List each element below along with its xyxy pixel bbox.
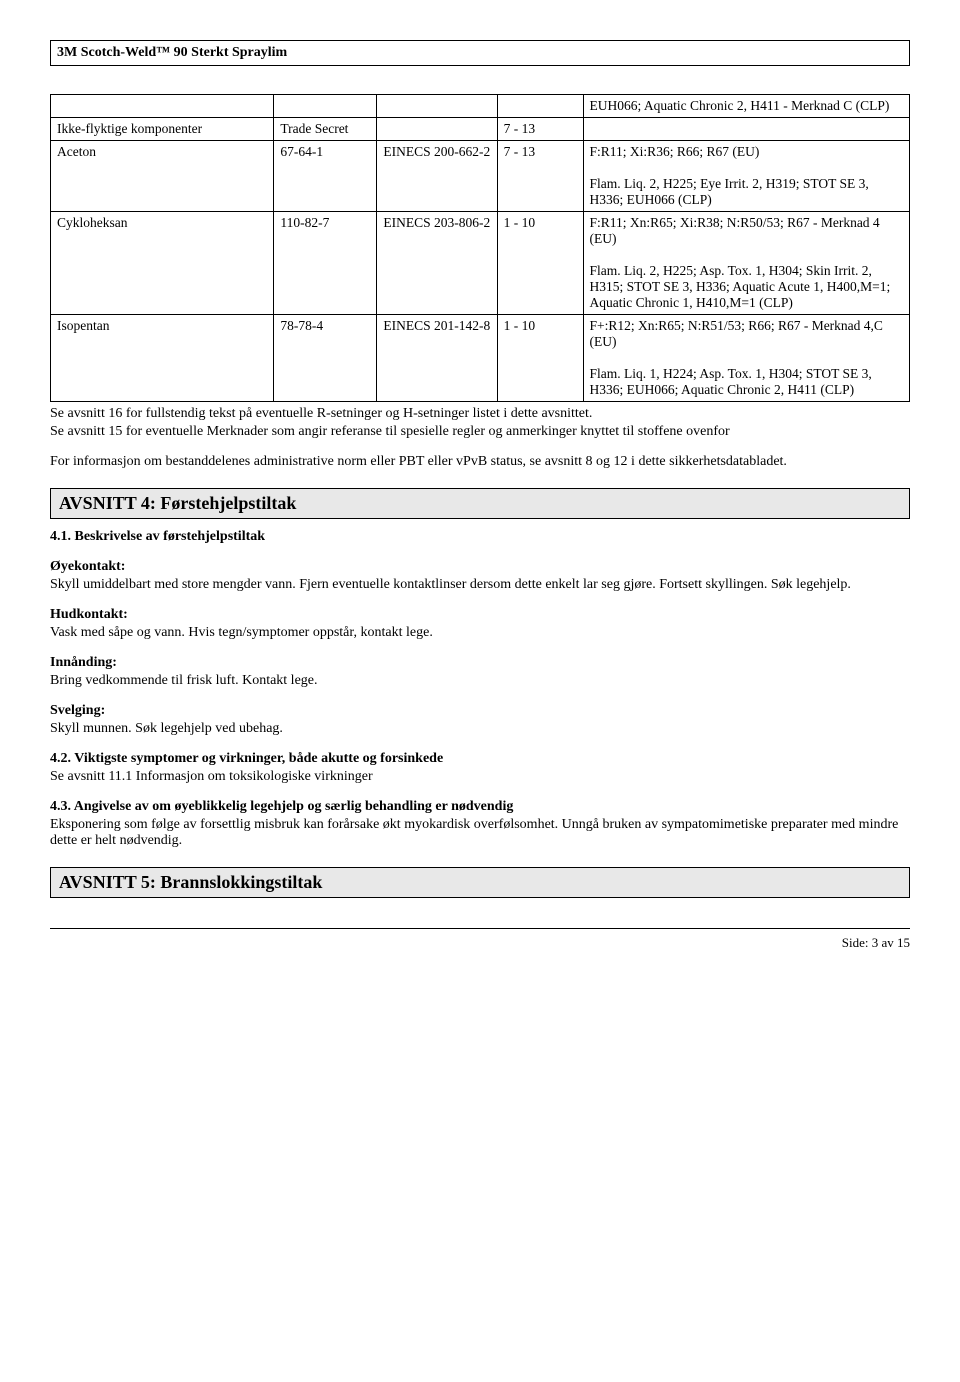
eye-contact-heading: Øyekontakt: <box>50 559 910 575</box>
table-row: Ikke-flyktige komponenter Trade Secret 7… <box>51 118 910 141</box>
skin-contact-heading: Hudkontakt: <box>50 607 910 623</box>
cell-name: Isopentan <box>51 315 274 402</box>
table-row: Cykloheksan 110-82-7 EINECS 203-806-2 1 … <box>51 212 910 315</box>
cell-classification: F+:R12; Xn:R65; N:R51/53; R66; R67 - Mer… <box>583 315 909 402</box>
ingestion-heading: Svelging: <box>50 703 910 719</box>
page-footer: Side: 3 av 15 <box>50 928 910 951</box>
cell-cas: 78-78-4 <box>274 315 377 402</box>
cell-name <box>51 95 274 118</box>
s4-3-text: Eksponering som følge av forsettlig misb… <box>50 817 910 849</box>
inhalation-text: Bring vedkommende til frisk luft. Kontak… <box>50 673 910 689</box>
section-5-header: AVSNITT 5: Brannslokkingstiltak <box>50 867 910 898</box>
composition-table: EUH066; Aquatic Chronic 2, H411 - Merkna… <box>50 94 910 402</box>
note-merknader: Se avsnitt 15 for eventuelle Merknader s… <box>50 424 910 440</box>
table-row: Aceton 67-64-1 EINECS 200-662-2 7 - 13 F… <box>51 141 910 212</box>
inhalation-heading: Innånding: <box>50 655 910 671</box>
cell-ec: EINECS 200-662-2 <box>377 141 497 212</box>
cell-classification: F:R11; Xn:R65; Xi:R38; N:R50/53; R67 - M… <box>583 212 909 315</box>
skin-contact-text: Vask med såpe og vann. Hvis tegn/symptom… <box>50 625 910 641</box>
cell-ec <box>377 95 497 118</box>
note-r-h-statements: Se avsnitt 16 for fullstendig tekst på e… <box>50 406 910 422</box>
cell-name: Ikke-flyktige komponenter <box>51 118 274 141</box>
page-number: Side: 3 av 15 <box>842 935 910 950</box>
eye-contact-text: Skyll umiddelbart med store mengder vann… <box>50 577 910 593</box>
document-title: 3M Scotch-Weld™ 90 Sterkt Spraylim <box>57 45 287 60</box>
cell-cas: 67-64-1 <box>274 141 377 212</box>
cell-classification: F:R11; Xi:R36; R66; R67 (EU) Flam. Liq. … <box>583 141 909 212</box>
section-4-header: AVSNITT 4: Førstehjelpstiltak <box>50 488 910 519</box>
table-row: EUH066; Aquatic Chronic 2, H411 - Merkna… <box>51 95 910 118</box>
cell-cas <box>274 95 377 118</box>
cell-range: 1 - 10 <box>497 212 583 315</box>
cell-cas: 110-82-7 <box>274 212 377 315</box>
cell-range: 1 - 10 <box>497 315 583 402</box>
cell-range <box>497 95 583 118</box>
cell-ec: EINECS 203-806-2 <box>377 212 497 315</box>
cell-ec <box>377 118 497 141</box>
ingestion-text: Skyll munnen. Søk legehjelp ved ubehag. <box>50 721 910 737</box>
table-row: Isopentan 78-78-4 EINECS 201-142-8 1 - 1… <box>51 315 910 402</box>
cell-classification: EUH066; Aquatic Chronic 2, H411 - Merkna… <box>583 95 909 118</box>
cell-ec: EINECS 201-142-8 <box>377 315 497 402</box>
s4-3-heading: 4.3. Angivelse av om øyeblikkelig legehj… <box>50 799 910 815</box>
cell-name: Aceton <box>51 141 274 212</box>
cell-cas: Trade Secret <box>274 118 377 141</box>
cell-classification <box>583 118 909 141</box>
document-title-box: 3M Scotch-Weld™ 90 Sterkt Spraylim <box>50 40 910 66</box>
s4-2-heading: 4.2. Viktigste symptomer og virkninger, … <box>50 751 910 767</box>
s4-1-heading: 4.1. Beskrivelse av førstehjelpstiltak <box>50 529 910 545</box>
s4-2-text: Se avsnitt 11.1 Informasjon om toksikolo… <box>50 769 910 785</box>
cell-range: 7 - 13 <box>497 118 583 141</box>
cell-name: Cykloheksan <box>51 212 274 315</box>
note-pbt-vpvb: For informasjon om bestanddelenes admini… <box>50 454 910 470</box>
cell-range: 7 - 13 <box>497 141 583 212</box>
